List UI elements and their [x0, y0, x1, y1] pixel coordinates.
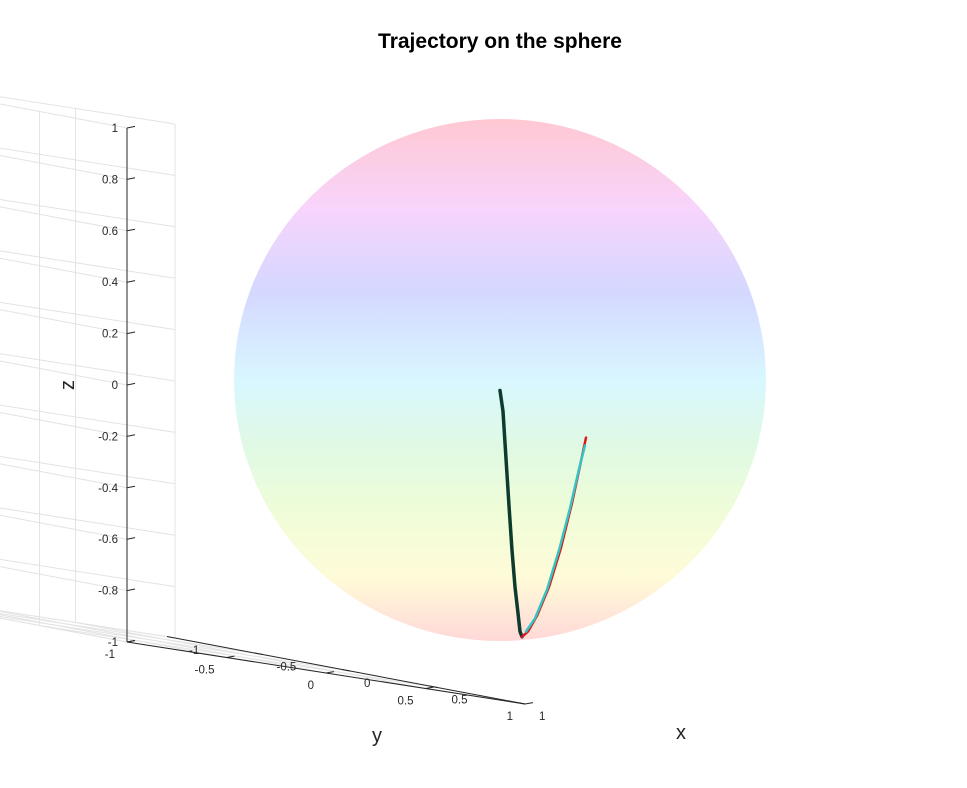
series-line: [524, 444, 587, 633]
y-tick-label: 0.5: [398, 696, 414, 708]
trajectory-series: [498, 388, 588, 639]
z-tick-label: 0.4: [102, 277, 119, 289]
y-axis-label: y: [372, 725, 382, 747]
grid-line: [0, 610, 176, 639]
z-tick-label: -0.2: [98, 431, 118, 443]
grid-line: [0, 257, 128, 283]
z-tick-label: 0.8: [102, 174, 118, 186]
grid-line: [0, 615, 351, 672]
sphere-surface: [234, 119, 766, 641]
grid-line: [0, 147, 176, 176]
grid-line: [0, 154, 128, 180]
series-line: [498, 388, 524, 639]
z-tick-mark: [126, 125, 136, 129]
y-tick-label: -0.5: [195, 665, 215, 677]
grid-line: [0, 206, 128, 232]
grid-line: [0, 353, 176, 382]
tick-labels: -1 -0.5 0 0.5 1 -1 -0.5 0 0.5 1 -1 -0.8 -0.6 -0.4 -0.2…: [98, 123, 545, 723]
chart-title: Trajectory on the sphere: [378, 30, 622, 53]
x-tick-mark: [429, 685, 438, 688]
z-tick-label: -0.8: [98, 586, 118, 598]
z-tick-label: -1: [108, 637, 118, 649]
grid-line: [0, 617, 128, 643]
grid-line: [0, 463, 128, 489]
grid-line: [0, 360, 128, 386]
grid-line: [0, 301, 176, 331]
z-tick-label: -0.4: [98, 483, 118, 495]
grid-line: [0, 199, 176, 228]
y-tick-mark: [524, 702, 534, 705]
y-tick-mark: [425, 686, 434, 689]
grid-line: [39, 625, 438, 688]
z-tick-mark: [126, 177, 136, 180]
grid-line: [0, 250, 176, 279]
z-axis-label: z: [57, 380, 79, 390]
grid-line: [0, 103, 128, 129]
z-tick-label: 1: [112, 123, 118, 135]
x-tick-label: -1: [189, 645, 199, 657]
z-tick-mark: [126, 434, 136, 437]
z-tick-mark: [126, 485, 136, 489]
z-tick-mark: [126, 331, 136, 335]
x-axis-label: x: [676, 722, 686, 744]
grid-line: [0, 309, 128, 335]
x-tick-label: -0.5: [277, 662, 297, 674]
x-tick-mark: [516, 702, 526, 705]
y-tick-label: 1: [507, 711, 513, 723]
z-tick-mark: [126, 228, 136, 232]
y-tick-label: -1: [105, 649, 115, 661]
z-tick-mark: [126, 537, 136, 540]
x-tick-label: 0.5: [452, 695, 468, 707]
z-tick-label: 0: [112, 380, 118, 392]
grid-line: [0, 404, 176, 433]
grid-line: [0, 456, 176, 485]
grid-line: [0, 411, 128, 437]
x-tick-mark: [166, 636, 176, 639]
z-tick-label: -0.6: [98, 534, 118, 546]
z-tick-mark: [126, 588, 136, 592]
z-tick-mark: [126, 639, 136, 643]
y-tick-mark: [325, 671, 335, 674]
axis-lines: [126, 125, 534, 705]
z-tick-mark: [126, 280, 136, 283]
y-tick-label: 0: [308, 680, 314, 692]
z-tick-label: 0.6: [102, 226, 118, 238]
grid-line: [0, 610, 176, 639]
grid-line: [0, 558, 176, 588]
grid-line: [0, 613, 263, 655]
x-tick-mark: [254, 652, 263, 655]
grid-line: [0, 514, 128, 540]
z-tick-label: 0.2: [102, 329, 118, 341]
x-tick-label: 0: [364, 678, 370, 690]
grid-line: [0, 566, 128, 592]
grid-lines: [0, 96, 526, 705]
grid-line: [0, 96, 176, 125]
x-tick-mark: [341, 669, 351, 672]
y-tick-mark: [226, 655, 235, 658]
grid-line: [0, 507, 176, 536]
x-tick-label: 1: [539, 711, 545, 723]
z-tick-mark: [126, 382, 136, 386]
